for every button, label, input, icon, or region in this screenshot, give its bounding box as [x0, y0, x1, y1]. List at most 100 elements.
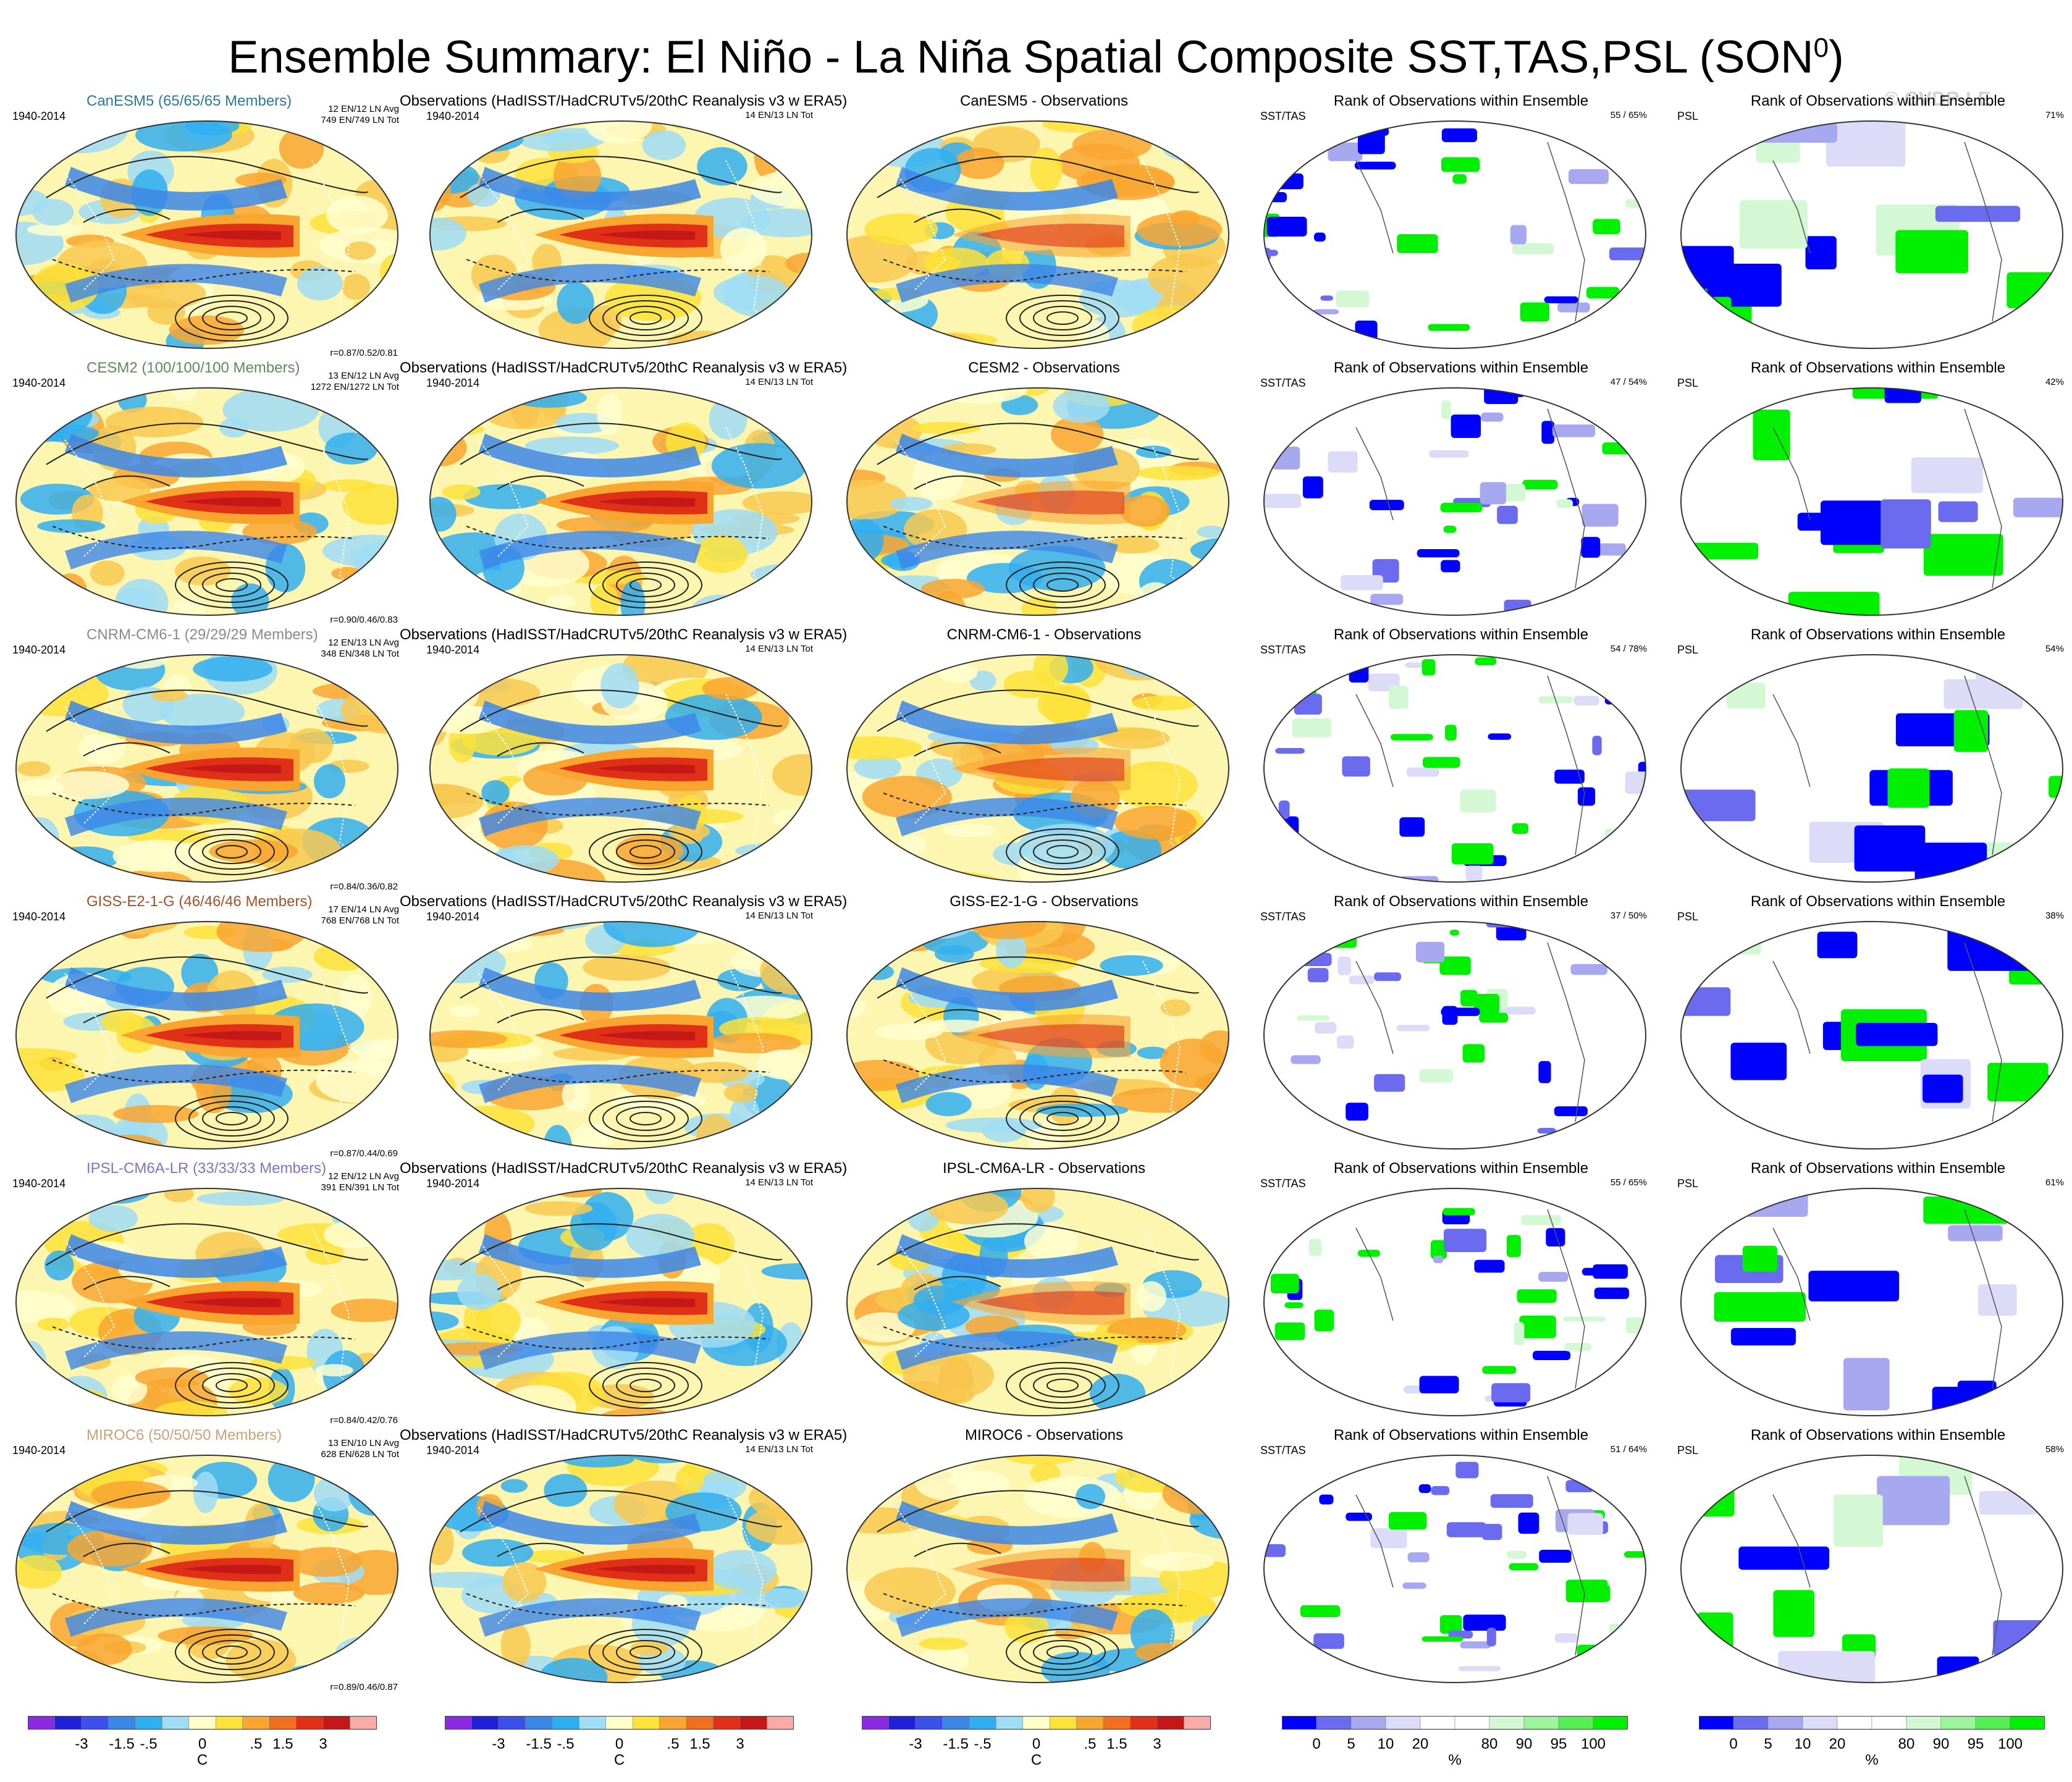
temp-colorbar-bin [322, 1715, 350, 1730]
temp-colorbar-bin [605, 1715, 633, 1730]
model-panel: CanESM5 (65/65/65 Members) 1940-2014 12 EN… [6, 93, 420, 359]
temp-colorbar-tick-label: 3 [736, 1736, 744, 1752]
rank-title: Rank of Observations within Ensemble [1750, 1427, 2006, 1444]
model-title: CESM2 (100/100/100 Members) [86, 359, 300, 376]
temp-colorbar: -3 -1.5 -.5 0 .5 1.5 3 C [444, 1715, 794, 1778]
model-title: GISS-E2-1-G (46/46/46 Members) [86, 893, 313, 910]
rank-colorbar-bin [1558, 1715, 1594, 1730]
pattern-correlation: r=0.84/0.42/0.76 [330, 1415, 398, 1426]
rank-colorbar-unit: % [1865, 1752, 1879, 1768]
member-counts: 12 EN/12 LN Avg 749 EN/749 LN Tot [321, 104, 399, 126]
rank-sst-map [1263, 921, 1646, 1149]
rank-colorbar-bin [1420, 1715, 1455, 1730]
temp-colorbar-tick-label: -1.5 [109, 1736, 135, 1752]
difference-title: IPSL-CM6A-LR - Observations [942, 1160, 1146, 1177]
temp-colorbar-tick-label: -3 [909, 1736, 922, 1752]
temp-colorbar-bin [579, 1715, 607, 1730]
psl-rank-percent: 42% [2045, 377, 2064, 387]
temp-colorbar-bin [525, 1715, 553, 1730]
model-composite-map [15, 387, 398, 616]
temp-colorbar-bin [296, 1715, 324, 1730]
model-title: IPSL-CM6A-LR (33/33/33 Members) [86, 1160, 327, 1177]
temp-colorbar-tick-label: -.5 [974, 1736, 992, 1752]
rank-colorbar-tick-label: 95 [1550, 1736, 1567, 1752]
pattern-correlation: r=0.90/0.46/0.83 [330, 615, 398, 625]
avg-count: 12 EN/12 LN Avg [328, 104, 399, 114]
temp-colorbar-tick-label: 0 [198, 1736, 207, 1752]
rank-colorbar-tick-label: 0 [1729, 1736, 1738, 1752]
rank-colorbar-bin [2010, 1715, 2045, 1730]
temp-colorbar-bin [996, 1715, 1024, 1730]
observations-panel: Observations (HadISST/HadCRUTv5/20thC Re… [400, 93, 847, 359]
period-label: 1940-2014 [426, 644, 480, 656]
difference-panel: CanESM5 - Observations [837, 93, 1251, 359]
difference-map [846, 1188, 1229, 1416]
pattern-correlation: r=0.87/0.44/0.69 [330, 1148, 398, 1159]
sst-rank-percent: 51 / 64% [1610, 1444, 1647, 1455]
temp-colorbar-tick-label: .5 [250, 1736, 263, 1752]
difference-map [846, 387, 1229, 616]
difference-map [846, 1455, 1229, 1683]
psl-label: PSL [1677, 1444, 1699, 1456]
rank-colorbar-tick-label: 80 [1898, 1736, 1915, 1752]
temp-colorbar-tick-label: .5 [1084, 1736, 1097, 1752]
rank-colorbar-bin [1281, 1715, 1317, 1730]
temp-colorbar-swatches [27, 1715, 377, 1730]
difference-title: GISS-E2-1-G - Observations [950, 893, 1139, 910]
model-title: CanESM5 (65/65/65 Members) [86, 93, 292, 109]
difference-title: CESM2 - Observations [968, 359, 1120, 376]
temp-colorbar-bin [915, 1715, 943, 1730]
observations-title: Observations (HadISST/HadCRUTv5/20thC Re… [400, 893, 848, 910]
rank-colorbar-bin [1316, 1715, 1352, 1730]
difference-panel: MIROC6 - Observations [837, 1427, 1251, 1694]
psl-rank-percent: 71% [2045, 110, 2064, 120]
sst-rank-percent: 55 / 65% [1610, 1177, 1647, 1188]
temp-colorbar-tick-label: -3 [492, 1736, 505, 1752]
rank-psl-map [1680, 1188, 2063, 1416]
rank-psl-panel: Rank of Observations within Ensemble PSL 3… [1671, 893, 2072, 1160]
rank-colorbar-tick-label: 10 [1794, 1736, 1811, 1752]
temp-colorbar-bin [686, 1715, 714, 1730]
rank-psl-map [1680, 1455, 2063, 1683]
period-label: 1940-2014 [426, 377, 480, 389]
rank-colorbar-tick-label: 0 [1312, 1736, 1321, 1752]
rank-title: Rank of Observations within Ensemble [1333, 626, 1589, 643]
rank-title: Rank of Observations within Ensemble [1750, 1160, 2006, 1177]
period-label: 1940-2014 [426, 110, 480, 122]
psl-label: PSL [1677, 644, 1699, 656]
difference-map [846, 921, 1229, 1149]
rank-colorbar-tick-label: 90 [1932, 1736, 1950, 1752]
difference-title: CNRM-CM6-1 - Observations [946, 626, 1142, 643]
temp-colorbar-bin [767, 1715, 794, 1730]
rank-colorbar-bin [1871, 1715, 1907, 1730]
sst-tas-label: SST/TAS [1260, 1177, 1306, 1190]
temp-colorbar-bin [659, 1715, 687, 1730]
observations-composite-map [429, 387, 812, 616]
member-counts: 13 EN/12 LN Avg 1272 EN/1272 LN Tot [311, 371, 399, 393]
temp-colorbar-tick-label: 1.5 [1106, 1736, 1127, 1752]
difference-title: CanESM5 - Observations [959, 93, 1129, 109]
observations-title: Observations (HadISST/HadCRUTv5/20thC Re… [400, 1160, 848, 1177]
rank-sst-panel: Rank of Observations within Ensemble SST/… [1254, 1427, 1668, 1694]
rank-colorbar-swatches [1698, 1715, 2045, 1730]
pattern-correlation: r=0.87/0.52/0.81 [330, 348, 398, 358]
rank-colorbar-bin [1698, 1715, 1734, 1730]
temp-colorbar-swatches [861, 1715, 1211, 1730]
observations-composite-map [429, 654, 812, 883]
psl-rank-percent: 54% [2045, 644, 2064, 654]
temp-colorbar-bin [54, 1715, 82, 1730]
temp-colorbar-bin [1156, 1715, 1184, 1730]
temp-colorbar-bin [1184, 1715, 1211, 1730]
sst-tas-label: SST/TAS [1260, 644, 1306, 656]
sst-tas-label: SST/TAS [1260, 110, 1306, 122]
total-count: 348 EN/348 LN Tot [321, 649, 399, 659]
psl-rank-percent: 61% [2045, 1177, 2064, 1188]
rank-psl-panel: Rank of Observations within Ensemble PSL 5… [1671, 626, 2072, 893]
rank-sst-panel: Rank of Observations within Ensemble SST/… [1254, 93, 1668, 359]
rank-title: Rank of Observations within Ensemble [1750, 93, 2006, 109]
rank-psl-map [1680, 387, 2063, 616]
rank-title: Rank of Observations within Ensemble [1750, 359, 2006, 376]
avg-count: 17 EN/14 LN Avg [328, 904, 399, 915]
rank-colorbar-tick-label: 95 [1967, 1736, 1984, 1752]
obs-counts: 14 EN/13 LN Tot [745, 644, 813, 654]
